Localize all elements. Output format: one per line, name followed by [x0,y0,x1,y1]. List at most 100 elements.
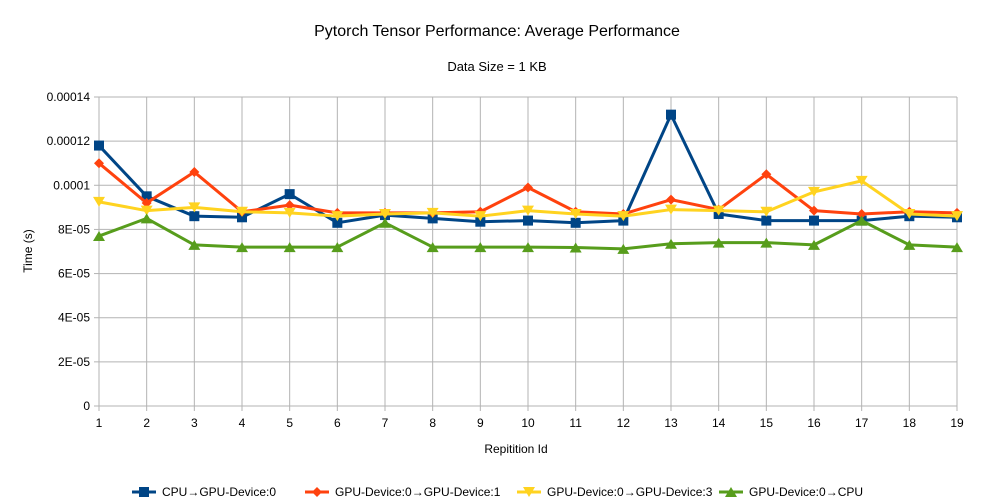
y-tick-label: 0.00012 [47,134,91,148]
legend-marker [312,487,322,497]
data-point [140,213,153,224]
data-point [760,206,773,217]
x-tick-label: 4 [239,416,246,430]
x-tick-label: 10 [521,416,535,430]
data-point [94,158,104,169]
data-point [809,215,819,226]
data-point [569,208,582,219]
x-tick-label: 8 [429,416,436,430]
data-point [617,211,630,222]
data-point [331,211,344,222]
y-axis-title: Time (s) [21,229,35,273]
data-point [379,217,391,228]
data-point [94,140,104,151]
x-tick-label: 16 [807,416,821,430]
data-point [93,196,105,207]
data-point [474,242,487,253]
x-tick-label: 13 [664,416,678,430]
data-point [189,167,200,178]
x-tick-label: 19 [950,416,964,430]
legend-item-1: CPU→GPU-Device:0 [132,485,276,499]
data-point [379,208,391,219]
legend: CPU→GPU-Device:0 GPU-Device:0→GPU-Device:… [132,485,863,499]
legend-item-4: GPU-Device:0→CPU [719,485,863,499]
data-point [284,189,295,200]
data-point [237,212,247,223]
legend-label: GPU-Device:0→GPU-Device:1 [335,485,501,499]
data-point [427,213,438,224]
x-tick-label: 18 [903,416,917,430]
x-tick-label: 12 [617,416,631,430]
y-tick-label: 0 [83,399,90,413]
data-point [809,205,819,216]
legend-item-3: GPU-Device:0→GPU-Device:3 [517,485,713,499]
legend-marker [725,487,737,497]
chart-title: Pytorch Tensor Performance: Average Perf… [314,23,680,40]
data-point [761,169,772,180]
series-group [93,109,963,254]
x-tick-label: 17 [855,416,869,430]
data-point [141,197,152,208]
data-point [523,182,533,193]
chart-subtitle: Data Size = 1 KB [447,59,546,74]
data-point [141,191,152,202]
data-point [903,208,916,219]
x-tick-label: 15 [760,416,774,430]
x-tick-label: 7 [382,416,389,430]
data-point [236,242,248,253]
data-point [951,242,963,253]
data-point [666,109,676,120]
data-point [426,207,439,218]
data-point [855,175,868,186]
y-tick-label: 0.0001 [53,178,90,192]
data-point [903,239,916,250]
x-tick-label: 14 [712,416,726,430]
data-point [570,217,581,228]
legend-label: GPU-Device:0→GPU-Device:3 [547,485,713,499]
data-point [522,205,534,216]
data-point [856,208,867,219]
data-point [283,242,296,253]
data-point [951,211,963,222]
y-tick-label: 2E-05 [58,355,90,369]
axes: 0 2E-05 4E-05 6E-05 8E-05 0.0001 0.00012 0.0001… [47,90,964,430]
legend-label: GPU-Device:0→CPU [749,485,863,499]
x-tick-label: 9 [477,416,484,430]
data-point [665,238,677,249]
data-point [331,242,344,253]
data-point [712,205,725,216]
data-point [761,215,772,226]
legend-marker [523,487,535,497]
data-point [808,186,820,197]
data-point [284,200,295,211]
data-point [474,211,487,222]
x-tick-label: 1 [96,416,103,430]
data-point [140,205,153,216]
x-axis-title: Repitition Id [484,442,547,456]
x-tick-label: 5 [286,416,293,430]
x-tick-label: 3 [191,416,198,430]
y-tick-label: 4E-05 [58,311,90,325]
data-point [188,202,201,213]
data-point [93,231,105,242]
data-point [522,242,534,253]
legend-marker [139,487,149,497]
data-point [666,194,676,205]
data-point [569,242,582,253]
y-tick-label: 0.00014 [47,90,91,104]
data-point [332,217,343,228]
data-point [189,211,200,222]
y-tick-label: 6E-05 [58,267,90,281]
y-tick-label: 8E-05 [58,222,90,236]
x-tick-label: 11 [569,416,582,430]
x-tick-label: 6 [334,416,341,430]
data-point [426,242,439,253]
data-point [712,237,725,248]
data-point [475,216,486,227]
legend-label: CPU→GPU-Device:0 [162,485,276,499]
legend-item-2: GPU-Device:0→GPU-Device:1 [305,485,501,499]
x-tick-label: 2 [143,416,150,430]
data-point [188,239,201,250]
